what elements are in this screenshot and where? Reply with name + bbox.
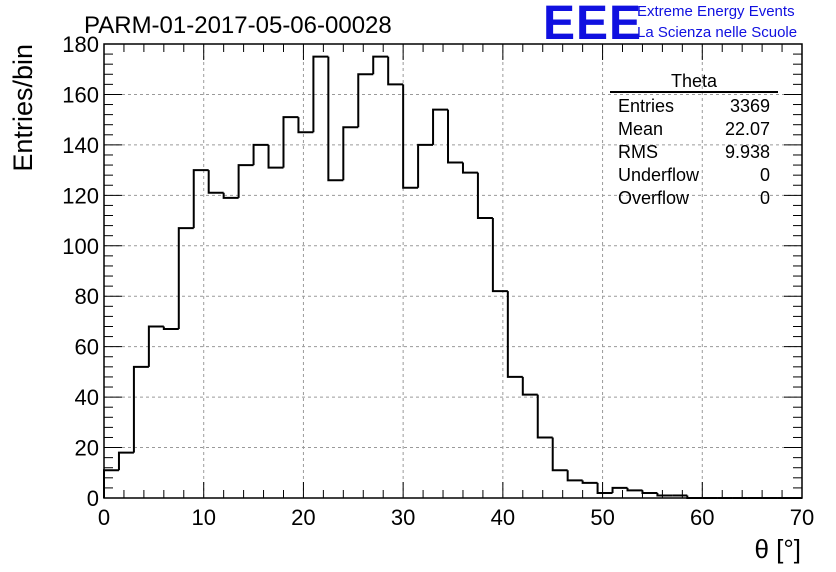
- y-tick-label: 40: [75, 385, 99, 410]
- logo-line-1: Extreme Energy Events: [637, 3, 795, 20]
- stats-value: 0: [759, 188, 770, 208]
- x-tick-label: 0: [98, 505, 110, 530]
- x-tick-label: 50: [590, 505, 614, 530]
- histogram-bin: [282, 116, 299, 168]
- stats-row-mean: Mean 22.07: [610, 118, 778, 141]
- histogram-bin: [342, 126, 359, 181]
- histogram-bin: [536, 394, 553, 439]
- x-tick-label: 40: [491, 505, 515, 530]
- histogram-bin: [551, 437, 568, 472]
- histogram-bin: [611, 486, 628, 493]
- histogram-bin: [596, 482, 613, 494]
- histogram-bin: [327, 56, 344, 182]
- y-axis-label: Entries/bin: [8, 44, 38, 172]
- x-tick-label: 60: [690, 505, 714, 530]
- x-tick-label: 10: [191, 505, 215, 530]
- histogram-bin: [641, 490, 658, 494]
- y-tick-label: 140: [62, 133, 99, 158]
- x-tick-label: 70: [790, 505, 814, 530]
- histogram-bin: [566, 470, 583, 482]
- histogram-bin: [521, 376, 538, 396]
- histogram-bin: [177, 227, 194, 330]
- plot-frame: [103, 43, 803, 499]
- y-tick-label: 0: [87, 486, 99, 511]
- histogram-bin: [222, 192, 239, 199]
- histogram-bin: [447, 109, 463, 164]
- x-tick-label: 30: [391, 505, 415, 530]
- histogram-bin: [117, 451, 134, 471]
- histogram-bin: [312, 55, 329, 133]
- stats-value: 0: [759, 165, 770, 185]
- histogram-bin: [686, 495, 703, 499]
- stats-label: Mean: [618, 119, 664, 139]
- histogram-bin: [476, 172, 493, 220]
- eee-logo: EEE: [543, 0, 643, 50]
- y-tick-label: 20: [75, 436, 99, 461]
- histogram-bin: [432, 108, 449, 145]
- stats-label: Overflow: [618, 188, 690, 208]
- chart-title: PARM-01-2017-05-06-00028: [84, 12, 392, 39]
- histogram-bin: [147, 325, 164, 367]
- stats-row-overflow: Overflow 0: [610, 187, 778, 210]
- histogram-bin: [237, 164, 254, 198]
- x-axis-label: θ [°]: [754, 534, 801, 564]
- stats-value: 22.07: [724, 119, 770, 139]
- histogram-bin: [267, 144, 284, 169]
- histogram-bin: [103, 469, 119, 498]
- stats-row-entries: Entries 3369: [610, 95, 778, 118]
- histogram-bin: [162, 326, 179, 331]
- histogram-bin: [417, 143, 434, 188]
- histogram-bin: [387, 56, 404, 86]
- histogram-bin: [357, 73, 374, 128]
- stats-value: 3369: [729, 96, 770, 116]
- histogram-bin: [297, 117, 314, 134]
- stats-row-underflow: Underflow 0: [610, 164, 778, 187]
- stats-label: RMS: [618, 142, 658, 162]
- y-tick-label: 80: [75, 284, 99, 309]
- histogram-bin: [491, 218, 508, 293]
- histogram-bin: [506, 291, 523, 378]
- stats-row-rms: RMS 9.938: [610, 141, 778, 164]
- y-tick-label: 180: [62, 32, 99, 57]
- histogram-bin: [192, 169, 209, 229]
- x-tick-label: 20: [291, 505, 315, 530]
- histogram-bin: [581, 480, 598, 484]
- histogram-bin: [626, 487, 643, 492]
- histogram-bin: [252, 143, 269, 166]
- histogram-bin: [372, 55, 389, 75]
- stats-label: Underflow: [618, 165, 700, 185]
- histogram-bin: [207, 170, 224, 194]
- histogram-bin: [656, 492, 673, 497]
- histogram-bin: [461, 162, 478, 174]
- y-tick-label: 60: [75, 335, 99, 360]
- stats-value: 9.938: [724, 142, 770, 162]
- histogram-bin: [132, 365, 149, 453]
- stats-box: Theta Entries 3369 Mean 22.07 RMS 9.938 …: [610, 72, 778, 210]
- histogram-bin: [402, 84, 419, 189]
- y-tick-label: 120: [62, 183, 99, 208]
- stats-title: Theta: [610, 72, 778, 93]
- y-tick-label: 100: [62, 234, 99, 259]
- y-tick-label: 160: [62, 82, 99, 107]
- stats-label: Entries: [618, 96, 675, 116]
- logo-line-2: La Scienza nelle Scuole: [637, 24, 798, 41]
